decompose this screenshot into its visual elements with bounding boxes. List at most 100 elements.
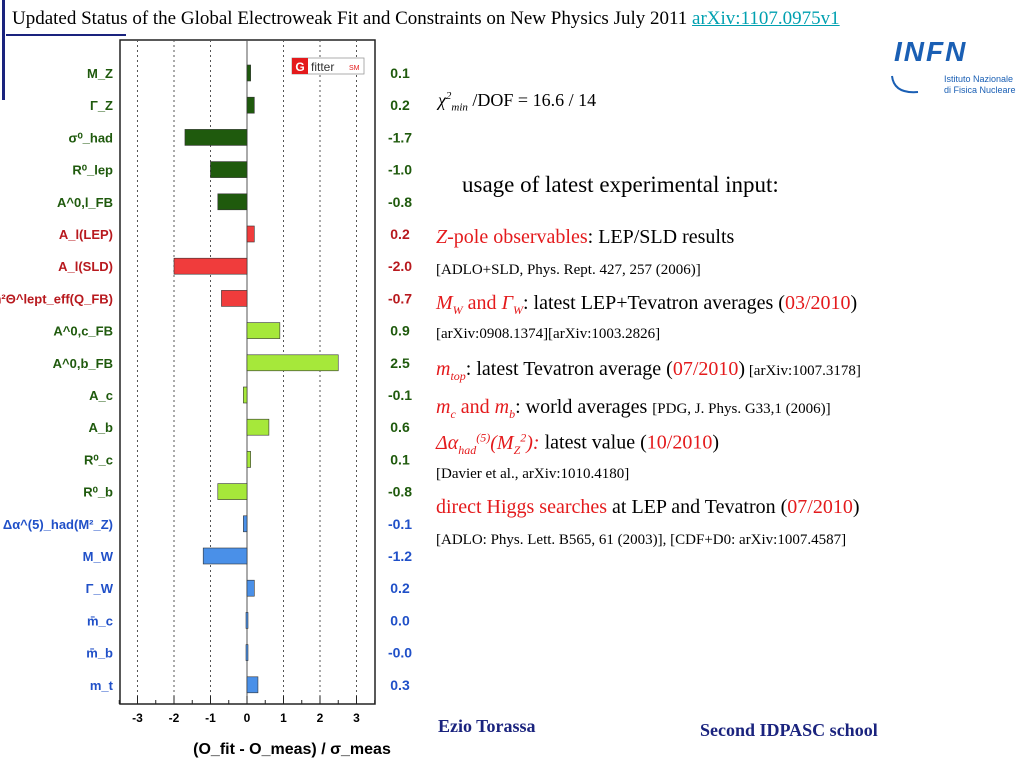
value-label: -0.1 [388, 387, 412, 403]
school-name: Second IDPASC school [700, 720, 878, 740]
mcmb-line: mc and mb: world averages [PDG, J. Phys.… [436, 396, 831, 422]
infn-logo-word: INFN [894, 36, 968, 67]
bar [184, 129, 248, 146]
row-label: A_c [89, 388, 113, 403]
bar [246, 451, 251, 468]
higgs-rest: at LEP and Tevatron ( [607, 496, 788, 518]
mtop-label: mtop [436, 358, 466, 383]
bar [245, 644, 249, 661]
bar [246, 418, 270, 436]
value-label: 0.2 [390, 226, 410, 242]
row-label: A_l(LEP) [59, 227, 113, 242]
mtop-ref: [arXiv:1007.3178] [745, 363, 861, 379]
higgs-line: direct Higgs searches at LEP and Tevatro… [436, 496, 860, 518]
value-label: -1.7 [388, 129, 412, 145]
row-label: m_t [90, 678, 114, 693]
infn-swoosh-icon [891, 75, 919, 94]
x-tick-label: 0 [244, 711, 251, 725]
alpha-rest: latest value ( [539, 431, 647, 454]
row-label: m̄_c [87, 613, 113, 628]
mtop-line: mtop: latest Tevatron average (07/2010) … [436, 358, 861, 383]
chi2-symbol: χ2min [438, 90, 468, 114]
title-underline [6, 34, 126, 36]
row-label: M_Z [87, 66, 113, 81]
value-label: 0.2 [390, 97, 410, 113]
value-label: -2.0 [388, 258, 412, 274]
mw-line: MW and ΓW: latest LEP+Tevatron averages … [436, 292, 858, 317]
infn-logo-line1: Istituto Nazionale [944, 74, 1014, 84]
arxiv-link[interactable]: arXiv:1107.0975v1 [692, 8, 840, 29]
infn-logo: INFN Istituto Nazionale di Fisica Nuclea… [888, 36, 1016, 98]
row-label: sin²Θ^lept_eff(Q_FB) [0, 291, 113, 306]
value-label: -1.0 [388, 162, 412, 178]
chi2-text: /DOF = 16.6 / 14 [472, 90, 597, 110]
value-label: -0.8 [388, 194, 412, 210]
bar [243, 515, 248, 533]
mtop-rest: : latest Tevatron average ( [465, 358, 673, 380]
zpole-rest: : LEP/SLD results [587, 226, 735, 248]
gfitter-logo-g: G [295, 60, 304, 74]
mcmb-label: mc and mb [436, 396, 516, 421]
row-label: M_W [83, 549, 114, 564]
page-title-text: Updated Status of the Global Electroweak… [12, 8, 688, 29]
bar [221, 290, 248, 307]
bar [217, 193, 248, 211]
x-axis-label: (O_fit - O_meas) / σ_meas [193, 741, 391, 758]
gfitter-logo-g-box [292, 58, 308, 74]
chi2-summary: χ2min /DOF = 16.6 / 14 [438, 90, 596, 114]
row-label: σ⁰_had [69, 130, 114, 145]
row-label: A^0,c_FB [53, 324, 113, 339]
bar [202, 547, 248, 565]
author-name: Ezio Torassa [438, 716, 536, 736]
x-tick-label: -2 [169, 711, 180, 725]
row-label: Γ_Z [90, 98, 113, 113]
mw-date: 03/2010 [784, 292, 851, 314]
pull-chart: -3 -2 -1 0 1 2 3 (O_fit - O_meas) / σ_meas 0.1 M_… [0, 39, 412, 758]
value-label: 0.0 [390, 612, 410, 628]
higgs-label: direct Higgs searches [436, 496, 608, 518]
bar [246, 676, 259, 694]
bar [210, 161, 248, 178]
value-label: 2.5 [390, 355, 410, 371]
zpole-label: Z-pole observables [436, 226, 588, 248]
usage-heading: usage of latest experimental input: [462, 172, 779, 197]
alpha-line: Δαhad(5)(MZ2): latest value (10/2010) [436, 430, 720, 457]
bar [246, 354, 339, 372]
value-label: -0.8 [388, 484, 412, 500]
alpha-ref: [Davier et al., arXiv:1010.4180] [436, 466, 630, 482]
bar [245, 612, 249, 629]
mcmb-rest: : world averages [515, 396, 653, 418]
row-label: R⁰_lep [72, 163, 113, 178]
bar [243, 386, 248, 404]
title-accent-line [2, 0, 5, 100]
value-label: 0.2 [390, 580, 410, 596]
x-tick-label: -3 [132, 711, 143, 725]
value-label: -0.1 [388, 516, 412, 532]
mw-rest: : latest LEP+Tevatron averages ( [522, 292, 785, 314]
value-label: 0.9 [390, 323, 410, 339]
mtop-date: 07/2010 [672, 358, 739, 380]
bar [246, 579, 255, 597]
gfitter-logo-sm: SM [349, 65, 360, 72]
row-label: R⁰_c [84, 452, 113, 467]
bar [217, 483, 248, 500]
x-tick-label: 3 [353, 711, 360, 725]
zpole-line: Z-pole observables: LEP/SLD results [436, 226, 734, 249]
bar [246, 64, 251, 82]
title-bar: Updated Status of the Global Electroweak… [0, 0, 1024, 100]
row-label: m̄_b [86, 646, 113, 661]
row-label: A^0,b_FB [53, 356, 113, 371]
value-label: 0.3 [390, 677, 410, 693]
alpha-date: 10/2010 [646, 431, 713, 454]
higgs-date: 07/2010 [787, 496, 853, 518]
infn-logo-line2: di Fisica Nucleare [944, 85, 1016, 95]
mw-ref: [arXiv:0908.1374][arXiv:1003.2826] [436, 326, 661, 342]
row-label: Γ_W [86, 581, 114, 596]
x-tick-label: -1 [205, 711, 216, 725]
bar [246, 225, 255, 243]
row-label: A_b [88, 420, 113, 435]
bar [173, 257, 248, 275]
value-label: 0.1 [390, 451, 410, 467]
zpole-ref: [ADLO+SLD, Phys. Rept. 427, 257 (2006)] [436, 262, 701, 278]
higgs-ref: [ADLO: Phys. Lett. B565, 61 (2003)], [CD… [436, 532, 847, 548]
